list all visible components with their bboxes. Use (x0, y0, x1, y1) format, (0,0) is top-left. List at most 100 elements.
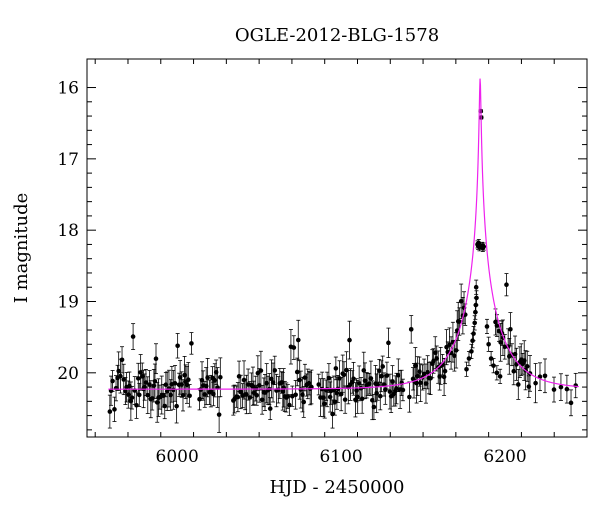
point-marker (138, 370, 143, 375)
point-marker (125, 392, 131, 397)
point-marker (334, 390, 340, 396)
data-point (568, 389, 574, 417)
data-point (491, 358, 496, 374)
data-point (515, 369, 521, 400)
point-marker (256, 383, 262, 388)
point-marker (473, 309, 478, 315)
point-marker (143, 380, 149, 385)
data-point (504, 273, 509, 297)
model-curve (108, 78, 579, 390)
data-point (466, 351, 472, 367)
point-marker (333, 366, 339, 371)
point-marker (309, 384, 314, 390)
point-marker (279, 380, 284, 385)
point-marker (400, 387, 406, 393)
data-point (281, 368, 286, 408)
point-marker (442, 368, 448, 374)
data-point (134, 391, 139, 419)
data-point (431, 348, 436, 374)
point-marker (497, 374, 503, 379)
data-point (380, 355, 385, 378)
x-axis-label: HJD - 2450000 (269, 477, 404, 498)
point-marker (508, 326, 513, 332)
data-point (280, 372, 286, 411)
point-marker (504, 282, 509, 287)
point-marker (162, 403, 168, 409)
data-point (514, 347, 519, 381)
point-marker (326, 375, 332, 381)
data-point (288, 329, 294, 365)
point-marker (145, 392, 151, 398)
data-point (322, 389, 328, 419)
data-point (502, 334, 508, 360)
data-point (189, 332, 194, 355)
point-marker (216, 412, 222, 417)
point-marker (542, 373, 548, 379)
data-point (107, 394, 113, 429)
point-marker (272, 368, 278, 373)
point-marker (342, 397, 348, 402)
point-marker (469, 349, 474, 354)
point-marker (294, 369, 300, 375)
point-marker (235, 394, 241, 400)
data-point (464, 361, 469, 377)
point-marker (368, 376, 374, 381)
data-point (361, 351, 367, 389)
point-marker (269, 376, 274, 382)
point-marker (151, 383, 157, 388)
data-point (383, 374, 388, 405)
point-marker (177, 375, 183, 380)
data-point (472, 315, 478, 331)
point-marker (175, 343, 180, 349)
point-marker (464, 366, 469, 372)
point-marker (418, 380, 423, 386)
point-marker (338, 391, 344, 397)
point-marker (136, 392, 142, 398)
point-marker (351, 376, 356, 382)
point-marker (205, 375, 210, 380)
data-point (187, 384, 192, 408)
x-tick-label: 6200 (483, 447, 526, 467)
point-marker (374, 390, 379, 396)
data-point (218, 357, 223, 398)
data-point (301, 386, 307, 418)
data-point (400, 378, 406, 402)
data-point (508, 312, 513, 347)
data-point (267, 397, 273, 420)
point-marker (423, 381, 429, 386)
point-marker (491, 363, 496, 368)
y-tick-label: 20 (57, 364, 79, 384)
y-tick-label: 19 (57, 292, 79, 312)
data-point (440, 354, 445, 376)
data-point (564, 374, 570, 404)
point-marker (476, 240, 482, 246)
point-marker (564, 386, 570, 392)
data-point (408, 315, 414, 344)
chart-title: OGLE-2012-BLG-1578 (235, 25, 439, 46)
data-point (175, 333, 180, 359)
point-marker (197, 396, 202, 402)
y-axis-label: I magnitude (11, 193, 32, 304)
point-marker (414, 380, 419, 386)
data-point (386, 327, 391, 358)
point-marker (515, 382, 521, 387)
point-marker (149, 396, 155, 401)
point-marker (168, 392, 173, 398)
data-point (309, 369, 314, 405)
point-marker (494, 323, 500, 328)
point-marker (524, 364, 530, 369)
point-marker (359, 396, 365, 402)
data-point (371, 394, 377, 420)
point-marker (486, 341, 491, 347)
point-marker (241, 377, 247, 383)
data-point (110, 370, 115, 392)
point-marker (558, 384, 564, 390)
point-marker (417, 369, 422, 374)
data-point (162, 392, 168, 420)
data-point (537, 362, 543, 392)
point-marker (370, 397, 375, 403)
plot-frame (86, 58, 588, 438)
point-marker (254, 392, 260, 398)
point-marker (447, 342, 452, 348)
